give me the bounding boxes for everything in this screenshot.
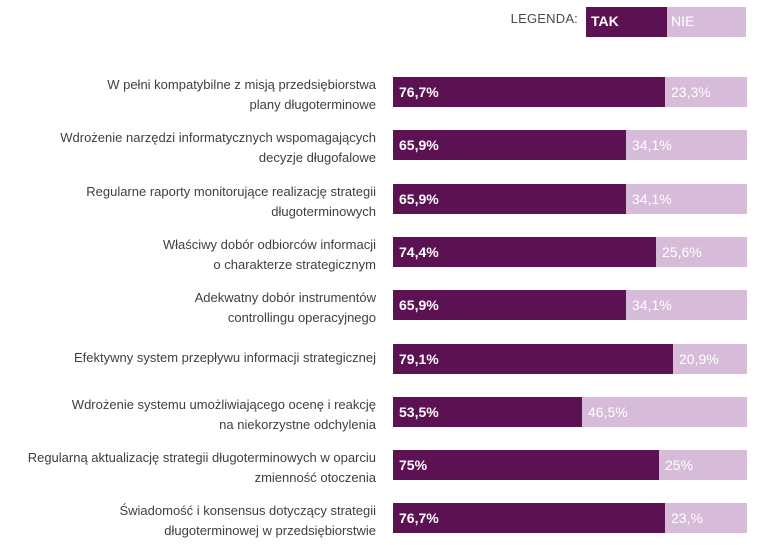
- category-label-line: Adekwatny dobór instrumentów: [194, 290, 376, 305]
- category-label-line: długoterminowej w przedsiębiorstwie: [164, 523, 376, 538]
- category-label-line: Efektywny system przepływu informacji st…: [74, 350, 376, 365]
- category-label-line: Wdrożenie systemu umożliwiającego ocenę …: [71, 397, 376, 412]
- bar-tak: [393, 290, 626, 320]
- value-label-nie: 20,9%: [679, 351, 719, 367]
- category-label-line: długoterminowych: [271, 204, 376, 219]
- bar-nie: [626, 290, 747, 320]
- category-label: Efektywny system przepływu informacji st…: [0, 348, 376, 368]
- bar-nie: [626, 184, 747, 214]
- value-label-tak: 74,4%: [399, 244, 439, 260]
- value-label-nie: 23,%: [671, 510, 703, 526]
- value-label-nie: 34,1%: [632, 191, 672, 207]
- value-label-tak: 75%: [399, 457, 428, 473]
- value-label-nie: 46,5%: [588, 404, 628, 420]
- category-label-line: Regularne raporty monitorujące realizacj…: [86, 184, 376, 199]
- category-label-line: Regularną aktualizację strategii długote…: [27, 450, 376, 465]
- category-label-line: Właściwy dobór odbiorców informacji: [162, 237, 376, 252]
- category-label-line: Wdrożenie narzędzi informatycznych wspom…: [60, 130, 376, 145]
- category-label: Właściwy dobór odbiorców informacji o cha…: [0, 235, 376, 275]
- category-label-line: zmienność otoczenia: [254, 470, 376, 485]
- category-label: Adekwatny dobór instrumentów controllingu…: [0, 288, 376, 328]
- bar-tak: [393, 184, 626, 214]
- bar-nie: [665, 503, 747, 533]
- value-label-tak: 65,9%: [399, 297, 439, 313]
- value-label-tak: 76,7%: [399, 84, 439, 100]
- category-label: Wdrożenie systemu umożliwiającego ocenę …: [0, 395, 376, 435]
- value-label-tak: 53,5%: [399, 404, 439, 420]
- category-label: Wdrożenie narzędzi informatycznych wspom…: [0, 128, 376, 168]
- category-label-line: Świadomość i konsensus dotyczący strateg…: [119, 503, 376, 518]
- bar-nie: [665, 77, 747, 107]
- bar-tak: [393, 344, 673, 374]
- bar-nie: [659, 450, 747, 480]
- value-label-nie: 25%: [665, 457, 694, 473]
- bar-tak: [393, 77, 665, 107]
- category-label-line: decyzje długofalowe: [258, 150, 376, 165]
- category-label-line: plany długoterminowe: [249, 97, 376, 112]
- value-label-tak: 65,9%: [399, 191, 439, 207]
- value-label-tak: 76,7%: [399, 510, 439, 526]
- value-label-tak: 65,9%: [399, 137, 439, 153]
- legend-item-tak: TAK: [586, 7, 667, 37]
- category-label: Świadomość i konsensus dotyczący strateg…: [0, 501, 376, 541]
- bar-tak: [393, 503, 665, 533]
- bar-nie: [656, 237, 747, 267]
- category-label-line: controllingu operacyjnego: [227, 310, 376, 325]
- category-label: Regularną aktualizację strategii długote…: [0, 448, 376, 488]
- value-label-nie: 25,6%: [662, 244, 702, 260]
- bar-nie: [582, 397, 747, 427]
- legend-item-nie: NIE: [667, 7, 746, 37]
- bar-tak: [393, 130, 626, 160]
- category-label-line: na niekorzystne odchylenia: [219, 417, 376, 432]
- category-label: W pełni kompatybilne z misją przedsiębio…: [0, 75, 376, 115]
- category-label-line: o charakterze strategicznym: [213, 257, 376, 272]
- value-label-tak: 79,1%: [399, 351, 439, 367]
- category-label: Regularne raporty monitorujące realizacj…: [0, 182, 376, 222]
- value-label-nie: 23,3%: [671, 84, 711, 100]
- value-label-nie: 34,1%: [632, 137, 672, 153]
- category-label-line: W pełni kompatybilne z misją przedsiębio…: [107, 77, 376, 92]
- bar-tak: [393, 450, 659, 480]
- value-label-nie: 34,1%: [632, 297, 672, 313]
- bar-tak: [393, 237, 656, 267]
- legend-title: LEGENDA:: [510, 11, 578, 26]
- bar-nie: [673, 344, 747, 374]
- bar-tak: [393, 397, 582, 427]
- bar-nie: [626, 130, 747, 160]
